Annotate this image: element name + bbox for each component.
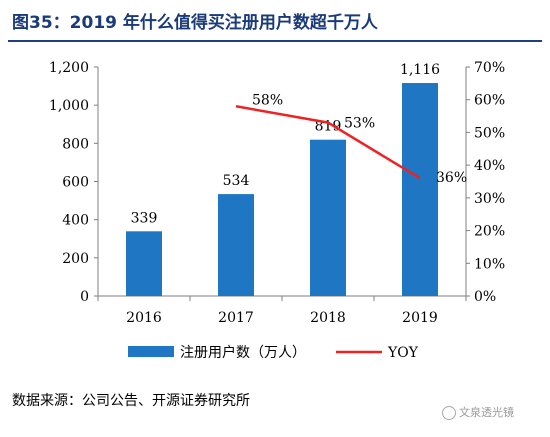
bar [218, 194, 254, 296]
y-left-tick-label: 0 [80, 289, 89, 305]
bar-value-label: 1,116 [400, 62, 440, 78]
chart-title: 图35：2019 年什么值得买注册用户数超千万人 [12, 13, 378, 33]
y-left-tick-label: 400 [62, 213, 89, 229]
yoy-value-label: 36% [436, 170, 467, 186]
x-tick-label: 2016 [126, 310, 162, 326]
y-left-tick-label: 800 [62, 136, 89, 152]
x-tick-label: 2017 [218, 310, 254, 326]
legend-bar-swatch [128, 346, 174, 357]
legend-line-label: YOY [387, 345, 419, 361]
bar-value-label: 534 [223, 173, 250, 189]
y-left-tick-label: 200 [62, 251, 89, 267]
yoy-value-label: 53% [344, 116, 375, 132]
x-tick-label: 2018 [310, 310, 346, 326]
y-right-tick-label: 10% [474, 256, 505, 272]
bar-value-label: 339 [131, 210, 158, 226]
bar [126, 231, 162, 296]
y-right-tick-label: 0% [474, 289, 496, 305]
title-divider [8, 40, 542, 42]
source-note: 数据来源：公司公告、开源证券研究所 [12, 393, 250, 409]
y-right-tick-label: 70% [474, 60, 505, 76]
y-left-tick-label: 600 [62, 175, 89, 191]
y-right-tick-label: 60% [474, 93, 505, 109]
y-right-tick-label: 40% [474, 158, 505, 174]
watermark-icon [442, 406, 456, 420]
y-left-tick-label: 1,000 [49, 98, 89, 114]
yoy-value-label: 58% [252, 92, 283, 108]
y-right-tick-label: 30% [474, 191, 505, 207]
watermark-text: 文泉透光镜 [459, 406, 514, 419]
plot-area: 0 200 400 600 800 1,000 1,200 0% 10% 20% 30% 40% 50%… [49, 60, 505, 361]
x-tick-label: 2019 [402, 310, 438, 326]
y-right-tick-label: 50% [474, 125, 505, 141]
y-right-tick-label: 20% [474, 224, 505, 240]
y-left-tick-label: 1,200 [49, 60, 89, 76]
yoy-line [235, 105, 421, 180]
legend-bar-label: 注册用户数（万人） [180, 344, 306, 361]
bar [310, 139, 346, 296]
watermark: 文泉透光镜 [442, 404, 514, 420]
bar-value-label: 819 [315, 119, 342, 135]
bar [402, 83, 438, 296]
